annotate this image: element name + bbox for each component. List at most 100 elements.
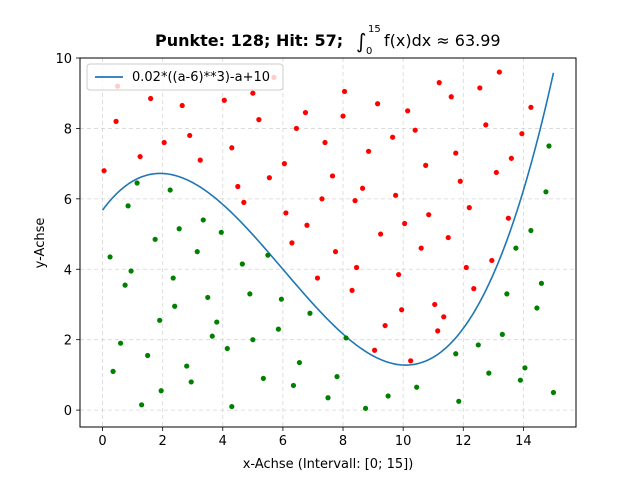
point-below-curve xyxy=(453,351,459,357)
point-above-curve xyxy=(101,168,107,174)
point-above-curve xyxy=(496,69,502,75)
point-below-curve xyxy=(167,187,173,193)
x-tick-label: 6 xyxy=(279,434,287,449)
point-above-curve xyxy=(293,125,300,132)
x-axis-label: x-Achse (Intervall: [0; 15]) xyxy=(243,457,414,472)
point-above-curve xyxy=(436,80,442,86)
point-above-curve xyxy=(113,118,119,124)
point-above-curve xyxy=(241,199,247,205)
point-below-curve xyxy=(538,280,545,286)
point-above-curve xyxy=(405,108,411,114)
point-above-curve xyxy=(408,358,414,364)
chart-title-integral-upper: 15 xyxy=(368,24,381,35)
point-below-curve xyxy=(158,388,164,394)
point-below-curve xyxy=(278,296,285,302)
point-below-curve xyxy=(265,252,271,258)
point-below-curve xyxy=(229,403,235,410)
point-below-curve xyxy=(107,254,113,260)
point-below-curve xyxy=(475,342,481,348)
x-tick-label: 2 xyxy=(159,434,167,449)
point-below-curve xyxy=(325,395,331,401)
point-below-curve xyxy=(414,384,420,390)
point-below-curve xyxy=(117,340,124,346)
point-below-curve xyxy=(334,374,340,380)
point-above-curve xyxy=(161,139,167,146)
point-above-curve xyxy=(508,155,514,161)
point-above-curve xyxy=(283,210,289,216)
x-tick-label: 8 xyxy=(339,434,347,449)
point-below-curve xyxy=(534,305,540,311)
point-below-curve xyxy=(362,405,369,411)
point-above-curve xyxy=(448,94,454,100)
point-below-curve xyxy=(239,261,245,267)
point-below-curve xyxy=(513,245,519,251)
point-above-curve xyxy=(489,257,495,264)
point-below-curve xyxy=(145,352,151,359)
point-above-curve xyxy=(378,231,384,237)
point-above-curve xyxy=(390,134,396,140)
point-below-curve xyxy=(205,294,211,301)
point-above-curve xyxy=(179,102,185,109)
y-tick-label: 8 xyxy=(64,122,72,137)
point-above-curve xyxy=(289,240,295,246)
point-above-curve xyxy=(445,234,451,241)
point-below-curve xyxy=(218,229,224,235)
point-above-curve xyxy=(221,97,227,103)
point-above-curve xyxy=(426,212,432,218)
point-above-curve xyxy=(359,185,366,191)
point-above-curve xyxy=(483,122,489,128)
point-above-curve xyxy=(304,222,310,228)
point-below-curve xyxy=(170,275,176,281)
point-below-curve xyxy=(209,333,215,339)
point-below-curve xyxy=(214,319,220,325)
point-above-curve xyxy=(137,153,143,160)
y-axis-label: y-Achse xyxy=(33,218,48,269)
y-tick-label: 2 xyxy=(64,334,72,349)
point-above-curve xyxy=(441,314,447,320)
point-above-curve xyxy=(197,157,203,163)
plot-frame xyxy=(79,57,577,428)
curve-layer xyxy=(101,72,555,366)
point-above-curve xyxy=(396,271,402,278)
point-above-curve xyxy=(505,215,511,221)
x-tick-label: 12 xyxy=(455,434,472,449)
point-below-curve xyxy=(157,317,163,323)
point-above-curve xyxy=(399,307,405,313)
point-above-curve xyxy=(463,264,469,271)
legend-label: 0.02*((a-6)**3)-a+10 xyxy=(132,70,270,85)
y-tick-label: 0 xyxy=(64,404,72,419)
point-above-curve xyxy=(187,132,193,139)
legend-box xyxy=(86,63,284,91)
point-above-curve xyxy=(302,109,309,116)
point-above-curve xyxy=(528,104,534,110)
legend: 0.02*((a-6)**3)-a+10 xyxy=(86,63,284,91)
chart-title-integral-lower: 0 xyxy=(366,46,372,57)
point-below-curve xyxy=(139,402,145,408)
point-below-curve xyxy=(152,236,158,242)
point-below-curve xyxy=(456,398,462,404)
point-below-curve xyxy=(275,326,281,332)
point-above-curve xyxy=(471,286,477,292)
point-below-curve xyxy=(247,291,253,297)
point-below-curve xyxy=(296,359,303,366)
point-above-curve xyxy=(435,328,441,334)
point-below-curve xyxy=(176,226,182,232)
point-above-curve xyxy=(235,183,241,190)
point-below-curve xyxy=(504,291,510,297)
point-below-curve xyxy=(128,268,134,274)
point-below-curve xyxy=(125,203,131,209)
point-below-curve xyxy=(172,303,178,309)
point-above-curve xyxy=(341,88,348,95)
point-below-curve xyxy=(184,363,190,369)
point-above-curve xyxy=(477,85,483,91)
point-above-curve xyxy=(371,347,378,353)
point-above-curve xyxy=(229,145,235,151)
point-below-curve xyxy=(528,227,534,234)
point-below-curve xyxy=(546,143,552,149)
point-above-curve xyxy=(332,249,339,255)
point-below-curve xyxy=(224,345,230,352)
points-layer xyxy=(101,69,557,411)
point-above-curve xyxy=(352,198,358,204)
ticks-layer: 0 2 4 6 8 10 12 14 0 2 4 6 8 10 xyxy=(55,52,531,449)
